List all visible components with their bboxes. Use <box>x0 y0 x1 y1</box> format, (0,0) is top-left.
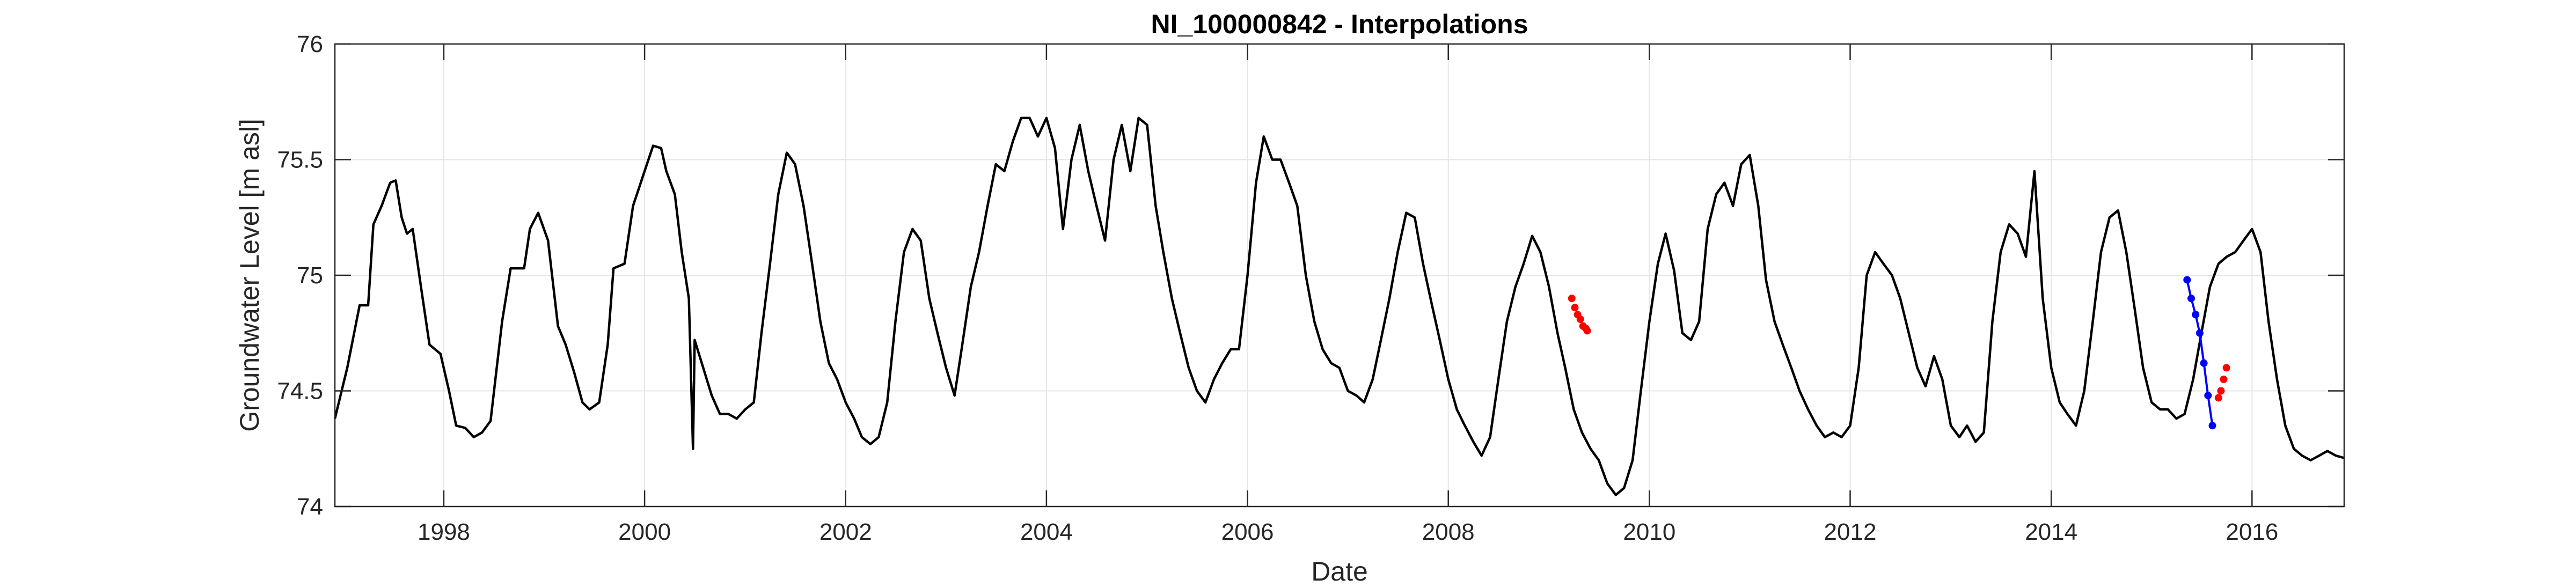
x-tick-label: 2000 <box>618 519 671 545</box>
observed-series-line <box>333 116 2345 496</box>
y-tick-labels: 74 74.5 75 75.5 76 <box>277 31 323 520</box>
y-axis-label: Groundwater Level [m asl] <box>235 119 265 432</box>
x-tick-labels: 1998 2000 2002 2004 2006 2008 2010 2012 2014 2016 <box>418 519 2278 545</box>
interpolated-point-red <box>1583 327 1591 335</box>
x-tick-label: 2012 <box>1824 519 1877 545</box>
x-tick-label: 2006 <box>1221 519 1274 545</box>
y-tick-label: 74 <box>297 494 323 520</box>
interpolated-point-blue <box>2187 295 2195 303</box>
y-tick-label: 75.5 <box>277 147 323 173</box>
interpolated-point-blue <box>2183 276 2191 284</box>
x-tick-label: 2014 <box>2025 519 2077 545</box>
x-tick-label: 2008 <box>1422 519 1475 545</box>
interpolated-point-red <box>2222 364 2230 372</box>
interpolated-point-blue <box>2200 359 2208 367</box>
x-tick-label: 2016 <box>2226 519 2278 545</box>
interpolated-point-blue <box>2204 392 2212 400</box>
y-tick-label: 75 <box>297 262 323 289</box>
interpolated-point-red <box>1571 304 1579 312</box>
interpolated-point-red <box>2214 394 2222 402</box>
x-tick-label: 2010 <box>1623 519 1675 545</box>
x-tick-label: 2004 <box>1020 519 1073 545</box>
grid-lines <box>335 44 2344 507</box>
interpolated-point-blue <box>2208 422 2216 430</box>
x-tick-label: 1998 <box>418 519 470 545</box>
x-axis-label: Date <box>1311 556 1368 586</box>
y-tick-label: 74.5 <box>277 378 323 405</box>
chart-title: NI_100000842 - Interpolations <box>1151 9 1528 39</box>
interpolated-point-red <box>2217 387 2225 395</box>
tick-marks <box>335 43 2344 508</box>
interpolated-point-red <box>1576 315 1584 323</box>
interpolated-point-blue <box>2192 311 2200 319</box>
interpolated-point-red <box>1568 295 1576 303</box>
y-tick-label: 76 <box>297 31 323 57</box>
interpolated-point-red <box>2220 376 2228 383</box>
x-tick-label: 2002 <box>819 519 872 545</box>
series-layer <box>333 116 2345 496</box>
interpolated-point-blue <box>2196 329 2204 337</box>
